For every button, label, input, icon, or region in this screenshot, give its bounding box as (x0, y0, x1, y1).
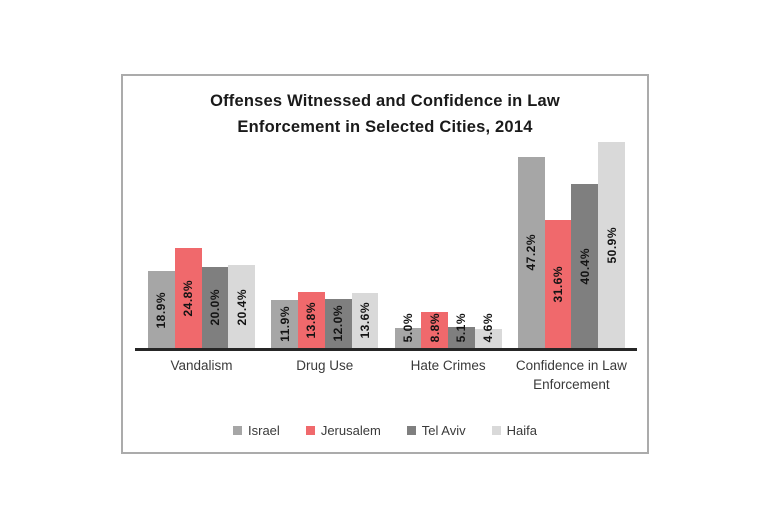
bar-drug-use-tel-aviv (324, 299, 352, 348)
bar-confidence-in-law-enforcement-haifa (598, 141, 625, 348)
bar-value-label-vandalism-israel: 18.9% (154, 291, 169, 329)
legend-swatch-tel-aviv (406, 426, 416, 435)
bar-drug-use-israel (271, 299, 299, 348)
legend-swatch-haifa (491, 426, 501, 435)
legend-label-jerusalem: Jerusalem (320, 423, 381, 438)
bar-value-label-hate-crimes-israel: 5.0% (400, 312, 415, 342)
bar-value-label-hate-crimes-tel-aviv: 5.1% (454, 312, 469, 342)
bar-vandalism-israel (148, 271, 175, 348)
x-axis-line (135, 348, 637, 351)
legend-item-jerusalem: Jerusalem (305, 423, 381, 438)
legend-label-tel-aviv: Tel Aviv (421, 423, 466, 438)
category-label-drug-use: Drug Use (296, 358, 354, 373)
chart-legend: Israel Jerusalem Tel Aviv Haifa (123, 423, 647, 438)
legend-item-haifa: Haifa (491, 423, 537, 438)
bar-confidence-in-law-enforcement-israel (517, 156, 545, 348)
bar-value-label-confidence-in-law-enforcement-jerusalem: 31.6% (551, 265, 566, 303)
bar-value-label-confidence-in-law-enforcement-tel-aviv: 40.4% (577, 248, 592, 285)
bar-vandalism-jerusalem (174, 247, 202, 348)
bar-value-label-hate-crimes-jerusalem: 8.8% (427, 312, 442, 342)
chart-title-line-2: Enforcement in Selected Cities, 2014 (237, 118, 533, 136)
bar-value-label-drug-use-jerusalem: 13.8% (304, 302, 319, 339)
legend-swatch-israel (233, 426, 243, 435)
bar-confidence-in-law-enforcement-tel-aviv (571, 184, 599, 348)
category-label-confidence-in-law-enforcement: Confidence in Law Enforcement (515, 358, 627, 392)
legend-swatch-jerusalem (305, 426, 315, 435)
bar-drug-use-jerusalem (298, 292, 325, 348)
legend-label-israel: Israel (248, 423, 280, 438)
category-label-vandalism: Vandalism (170, 358, 233, 373)
legend-label-haifa: Haifa (506, 423, 537, 438)
bar-confidence-in-law-enforcement-jerusalem (544, 220, 572, 348)
legend-item-israel: Israel (233, 423, 280, 438)
bar-hate-crimes-haifa (474, 329, 502, 348)
plot-area: Offenses Witnessed and Confidence in Law… (123, 76, 647, 452)
bar-value-label-confidence-in-law-enforcement-haifa: 50.9% (604, 226, 619, 264)
chart-title: Offenses Witnessed and Confidence in Law… (123, 88, 647, 140)
bar-vandalism-haifa (228, 265, 255, 348)
bar-hate-crimes-tel-aviv (448, 327, 475, 348)
bar-value-label-vandalism-tel-aviv: 20.0% (207, 289, 222, 326)
bar-drug-use-haifa (351, 292, 379, 348)
bar-value-label-drug-use-israel: 11.9% (277, 306, 292, 342)
bar-value-label-confidence-in-law-enforcement-israel: 47.2% (524, 234, 539, 271)
chart-frame: Offenses Witnessed and Confidence in Law… (121, 74, 649, 454)
chart-title-line-1: Offenses Witnessed and Confidence in Law (210, 92, 560, 110)
bar-value-label-vandalism-jerusalem: 24.8% (181, 279, 196, 317)
bar-value-label-drug-use-haifa: 13.6% (357, 302, 372, 339)
legend-item-tel-aviv: Tel Aviv (406, 423, 466, 438)
bar-value-label-vandalism-haifa: 20.4% (234, 288, 249, 326)
bar-vandalism-tel-aviv (201, 267, 229, 348)
bar-hate-crimes-israel (394, 327, 422, 348)
category-label-hate-crimes: Hate Crimes (410, 358, 486, 373)
bar-hate-crimes-jerusalem (421, 312, 449, 348)
bar-value-label-hate-crimes-haifa: 4.6% (481, 312, 496, 342)
bar-value-label-drug-use-tel-aviv: 12.0% (331, 305, 346, 342)
